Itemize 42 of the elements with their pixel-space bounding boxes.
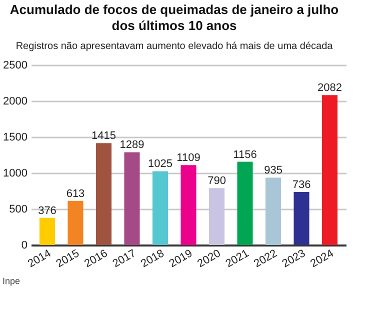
data-label: 1025 bbox=[148, 158, 172, 170]
chart-title: Acumulado de focos de queimadas de janeiro a julho dos últimos 10 anos bbox=[10, 2, 339, 33]
bar bbox=[237, 162, 253, 245]
data-label: 935 bbox=[264, 164, 282, 177]
bar bbox=[180, 165, 196, 245]
x-tick-label: 2019 bbox=[167, 248, 194, 270]
chart-subtitle: Registros não apresentavam aumento elevado há mais de uma década bbox=[16, 41, 334, 52]
bar bbox=[265, 178, 282, 245]
bar bbox=[68, 200, 84, 245]
bar bbox=[96, 143, 112, 245]
text: Inpe bbox=[2, 276, 20, 286]
bar bbox=[322, 95, 338, 245]
data-label: 2082 bbox=[318, 82, 342, 94]
x-tick-label: 2014 bbox=[26, 248, 54, 270]
data-label: 790 bbox=[208, 175, 226, 188]
x-tick-label: 2020 bbox=[196, 248, 223, 270]
x-tick-label: 2017 bbox=[110, 248, 138, 270]
y-tick-label: 0 bbox=[21, 240, 28, 252]
data-label: 736 bbox=[292, 179, 311, 192]
y-tick-label: 500 bbox=[9, 204, 28, 216]
bar bbox=[152, 171, 168, 245]
data-label: 1289 bbox=[120, 139, 144, 152]
x-tick-label: 2022 bbox=[252, 248, 280, 270]
x-tick-label: 2016 bbox=[82, 248, 110, 270]
data-label: 376 bbox=[38, 204, 56, 217]
data-label: 1156 bbox=[233, 148, 257, 161]
data-label: 1109 bbox=[176, 152, 200, 164]
bar bbox=[208, 188, 225, 245]
x-tick-label: 2021 bbox=[224, 248, 251, 270]
x-tick-label: 2024 bbox=[308, 248, 336, 270]
y-tick-label: 2000 bbox=[3, 96, 28, 108]
x-tick-label: 2023 bbox=[280, 248, 308, 270]
y-tick-label: 2500 bbox=[3, 60, 28, 72]
bar bbox=[294, 192, 310, 245]
y-tick-label: 1000 bbox=[3, 168, 28, 180]
x-tick-label: 2018 bbox=[139, 248, 166, 270]
x-tick-label: 2015 bbox=[54, 248, 82, 270]
data-label: 1415 bbox=[92, 130, 116, 142]
bar bbox=[39, 218, 56, 245]
bar bbox=[124, 152, 140, 245]
y-tick-label: 1500 bbox=[3, 132, 28, 144]
data-label: 613 bbox=[66, 188, 85, 200]
